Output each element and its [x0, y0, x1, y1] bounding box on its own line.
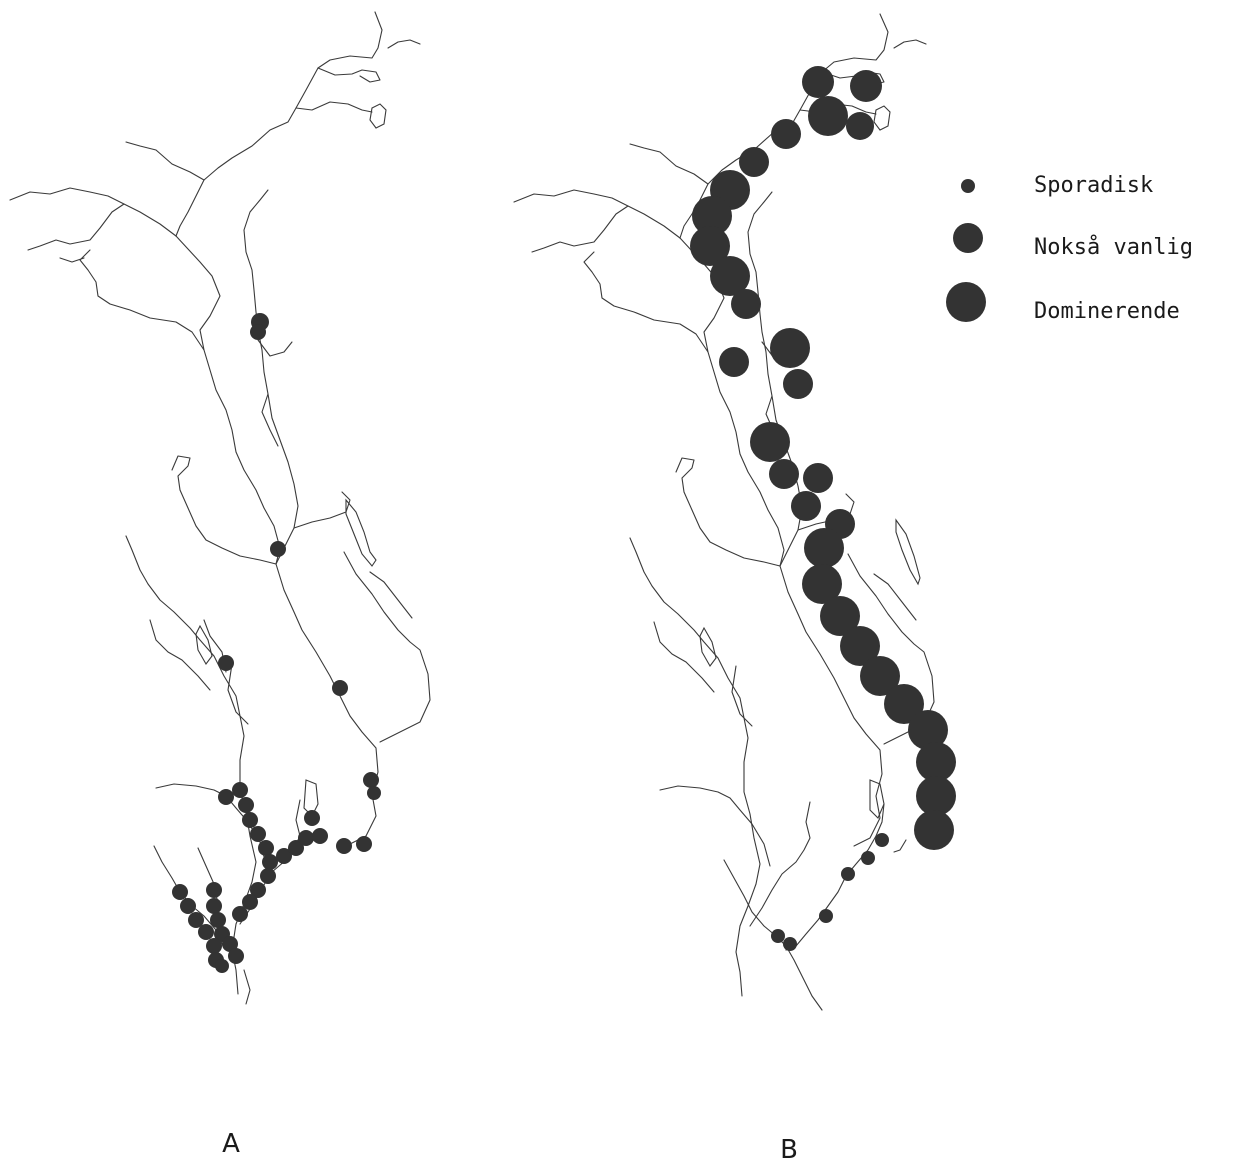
occurrence-dot: [298, 830, 314, 846]
occurrence-dot: [312, 828, 328, 844]
map-panel-b: B: [513, 13, 956, 1165]
occurrence-dot: [771, 119, 801, 149]
legend-symbol-small: [961, 179, 975, 193]
occurrence-dot: [802, 564, 842, 604]
legend-label: Dominerende: [1034, 299, 1180, 324]
occurrence-dot: [875, 833, 889, 847]
occurrence-dot: [769, 459, 799, 489]
legend: Sporadisk Nokså vanlig Dominerende: [946, 173, 1193, 324]
occurrence-dot: [198, 924, 214, 940]
occurrence-dot: [860, 656, 900, 696]
legend-symbol-medium: [953, 223, 983, 253]
occurrence-dot: [750, 422, 790, 462]
occurrence-dot: [288, 840, 304, 856]
occurrence-dot: [884, 684, 924, 724]
occurrence-dot: [242, 894, 258, 910]
occurrence-dot: [710, 256, 750, 296]
occurrence-dot: [260, 868, 276, 884]
occurrence-dot: [840, 626, 880, 666]
legend-item-dominerende: Dominerende: [946, 282, 1180, 324]
legend-label: Sporadisk: [1034, 173, 1153, 198]
occurrence-dot: [222, 936, 238, 952]
occurrence-dot: [172, 884, 188, 900]
legend-symbol-large: [946, 282, 986, 322]
occurrence-dot: [908, 710, 948, 750]
occurrence-dot: [916, 776, 956, 816]
occurrence-dot: [304, 810, 320, 826]
occurrence-dot: [367, 786, 381, 800]
occurrence-dot: [218, 655, 234, 671]
occurrence-dot: [180, 898, 196, 914]
occurrence-dot: [232, 782, 248, 798]
occurrence-dot: [206, 882, 222, 898]
occurrence-dots-a: [172, 313, 381, 973]
occurrence-dot: [739, 147, 769, 177]
legend-item-noksa-vanlig: Nokså vanlig: [953, 223, 1193, 260]
river-network-a: [9, 11, 431, 1005]
occurrence-dot: [914, 810, 954, 850]
occurrence-dot: [692, 196, 732, 236]
occurrence-dot: [250, 324, 266, 340]
occurrence-dot: [690, 226, 730, 266]
occurrence-dot: [250, 826, 266, 842]
occurrence-dot: [242, 812, 258, 828]
occurrence-dot: [206, 938, 222, 954]
occurrence-dot: [841, 867, 855, 881]
legend-label: Nokså vanlig: [1034, 234, 1193, 260]
occurrence-dot: [332, 680, 348, 696]
occurrence-dot: [270, 541, 286, 557]
occurrence-dot: [791, 491, 821, 521]
panel-label-a: A: [222, 1129, 240, 1159]
occurrence-dot: [228, 948, 244, 964]
occurrence-dot: [210, 912, 226, 928]
map-panel-a: A: [9, 11, 431, 1159]
occurrence-dot: [803, 463, 833, 493]
occurrence-dot: [356, 836, 372, 852]
occurrence-dot: [731, 289, 761, 319]
occurrence-dot: [770, 328, 810, 368]
occurrence-dot: [188, 912, 204, 928]
occurrence-dot: [218, 789, 234, 805]
occurrence-dot: [820, 596, 860, 636]
occurrence-dot: [262, 854, 278, 870]
occurrence-dot: [804, 528, 844, 568]
occurrence-dot: [802, 66, 834, 98]
occurrence-dot: [719, 347, 749, 377]
occurrence-dot: [238, 797, 254, 813]
panel-label-b: B: [780, 1135, 798, 1165]
occurrence-dot: [215, 959, 229, 973]
occurrence-dot: [916, 742, 956, 782]
occurrence-dot: [232, 906, 248, 922]
legend-item-sporadisk: Sporadisk: [961, 173, 1153, 198]
occurrence-dot: [850, 70, 882, 102]
occurrence-dot: [771, 929, 785, 943]
occurrence-dot: [783, 369, 813, 399]
occurrence-dot: [846, 112, 874, 140]
occurrence-dot: [783, 937, 797, 951]
occurrence-dot: [336, 838, 352, 854]
occurrence-dot: [363, 772, 379, 788]
occurrence-dot: [206, 898, 222, 914]
occurrence-dot: [808, 96, 848, 136]
occurrence-dots-b: [690, 66, 956, 951]
occurrence-dot: [861, 851, 875, 865]
occurrence-dot: [258, 840, 274, 856]
occurrence-dot: [250, 882, 266, 898]
occurrence-dot: [276, 848, 292, 864]
occurrence-dot: [819, 909, 833, 923]
